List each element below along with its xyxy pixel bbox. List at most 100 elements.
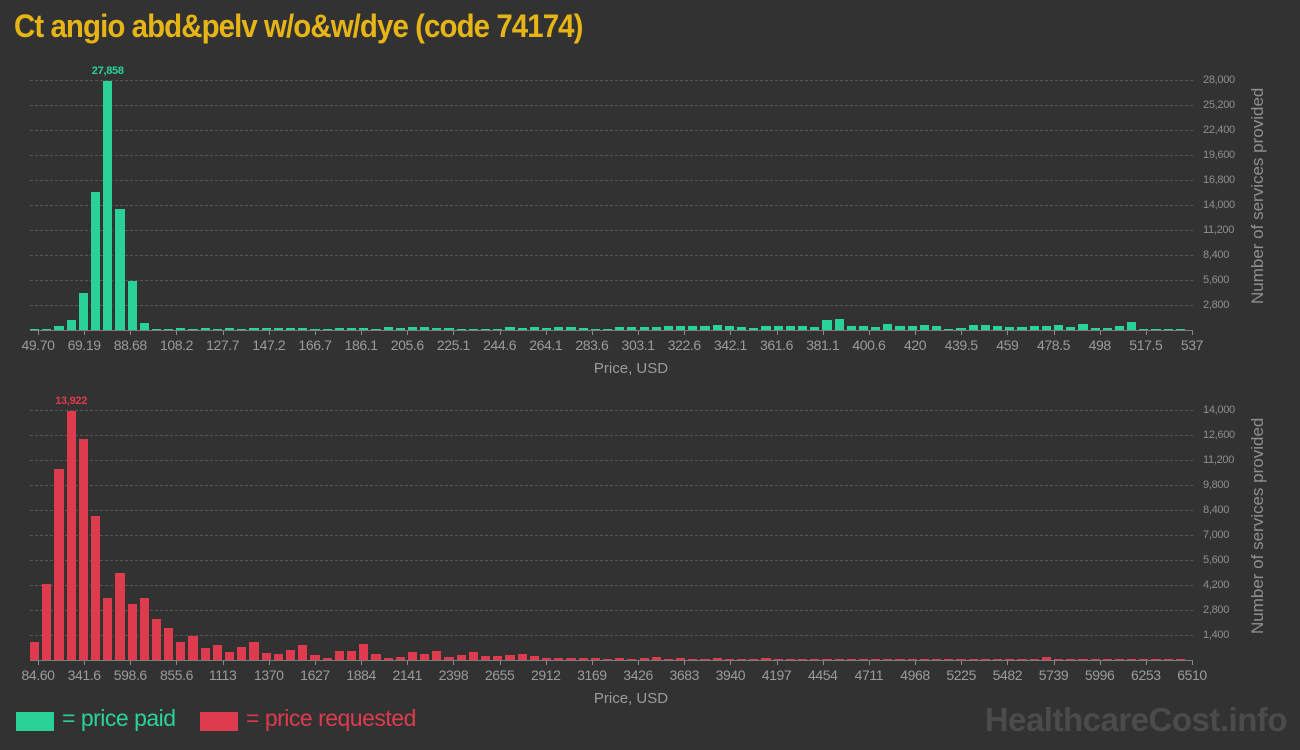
x-tick bbox=[915, 661, 917, 665]
x-tick-label: 478.5 bbox=[1036, 337, 1071, 353]
x-tick bbox=[915, 331, 917, 335]
x-tick-label: 6510 bbox=[1177, 667, 1207, 683]
histogram-bar bbox=[590, 328, 600, 330]
gridline bbox=[30, 560, 1193, 561]
histogram-bar bbox=[444, 656, 454, 660]
x-tick-label: 127.7 bbox=[206, 337, 240, 353]
histogram-bar bbox=[944, 328, 954, 330]
histogram-bar bbox=[139, 322, 149, 330]
histogram-bar bbox=[66, 411, 76, 660]
x-tick-label: 342.1 bbox=[713, 337, 747, 353]
x-tick-label: 3940 bbox=[715, 667, 746, 683]
gridline bbox=[30, 180, 1193, 181]
histogram-bar bbox=[322, 328, 332, 330]
histogram-bar bbox=[383, 658, 393, 660]
x-tick bbox=[453, 661, 455, 665]
histogram-bar bbox=[103, 598, 113, 660]
x-tick bbox=[499, 661, 501, 665]
x-tick-label: 517.5 bbox=[1129, 337, 1163, 353]
histogram-bar bbox=[712, 325, 722, 330]
histogram-bar bbox=[505, 655, 515, 660]
y-tick-label: 11,200 bbox=[1203, 454, 1235, 466]
histogram-bar bbox=[273, 327, 283, 330]
histogram-bar bbox=[1041, 657, 1051, 660]
peak-value-label: 27,858 bbox=[91, 65, 124, 78]
histogram-bar bbox=[1090, 658, 1100, 660]
histogram-bar bbox=[78, 439, 88, 660]
x-tick bbox=[268, 331, 270, 335]
histogram-bar bbox=[529, 327, 539, 330]
histogram-bar bbox=[237, 328, 247, 330]
x-tick bbox=[84, 331, 86, 335]
x-tick-label: 498 bbox=[1088, 337, 1112, 353]
histogram-bar bbox=[883, 658, 893, 660]
x-tick bbox=[1007, 661, 1009, 665]
histogram-bar bbox=[54, 468, 64, 660]
histogram-bar bbox=[164, 627, 174, 660]
histogram-bar bbox=[493, 655, 503, 660]
histogram-bar bbox=[1151, 328, 1161, 330]
x-tick bbox=[38, 331, 39, 335]
gridline bbox=[30, 535, 1193, 536]
y-tick-label: 2,800 bbox=[1203, 604, 1230, 616]
x-tick bbox=[1053, 331, 1055, 335]
x-axis-title: Price, USD bbox=[593, 360, 669, 377]
x-tick-label: 186.1 bbox=[344, 337, 378, 353]
gridline bbox=[30, 510, 1193, 511]
histogram-bar bbox=[1139, 328, 1149, 330]
x-tick bbox=[1145, 331, 1147, 335]
histogram-bar bbox=[66, 320, 76, 330]
x-tick bbox=[638, 331, 640, 335]
histogram-bar bbox=[395, 327, 405, 330]
y-tick-label: 14,000 bbox=[1203, 199, 1235, 211]
x-tick-label: 341.6 bbox=[67, 667, 101, 683]
x-tick-label: 5482 bbox=[992, 667, 1023, 683]
gridline bbox=[30, 255, 1193, 256]
histogram-bar bbox=[858, 658, 869, 660]
y-tick-label: 5,600 bbox=[1203, 554, 1230, 566]
histogram-bar bbox=[700, 325, 710, 330]
x-tick-label: 420 bbox=[903, 337, 927, 353]
histogram-bar bbox=[797, 325, 808, 330]
histogram-bar bbox=[249, 327, 259, 330]
histogram-bar bbox=[103, 81, 113, 330]
gridline bbox=[30, 230, 1193, 231]
page-title: Ct angio abd&pelv w/o&w/dye (code 74174) bbox=[14, 8, 583, 44]
histogram-bar bbox=[151, 619, 162, 660]
x-tick bbox=[407, 331, 409, 335]
x-tick-label: 2655 bbox=[484, 667, 515, 683]
histogram-bar bbox=[1163, 658, 1173, 660]
x-tick-label: 108.2 bbox=[159, 337, 193, 353]
histogram-bar bbox=[359, 328, 369, 330]
x-tick-label: 2398 bbox=[438, 667, 469, 683]
histogram-bar bbox=[883, 324, 893, 330]
histogram-bar bbox=[907, 325, 917, 330]
histogram-bar bbox=[871, 327, 881, 330]
histogram-bar bbox=[346, 327, 357, 330]
histogram-bar bbox=[1029, 325, 1039, 330]
histogram-bar bbox=[1005, 326, 1015, 330]
peak-value-label: 13,922 bbox=[55, 395, 88, 408]
y-axis-title: Number of services provided bbox=[1248, 87, 1267, 305]
y-tick-label: 9,800 bbox=[1203, 479, 1230, 491]
x-tick bbox=[176, 331, 178, 335]
x-tick-label: 88.68 bbox=[113, 337, 147, 353]
histogram-bar bbox=[968, 325, 978, 330]
x-tick-label: 264.1 bbox=[529, 337, 563, 353]
x-tick-label: 2141 bbox=[392, 667, 423, 683]
x-tick bbox=[591, 331, 593, 335]
histogram-bar bbox=[432, 650, 442, 660]
legend-swatch-requested bbox=[200, 712, 238, 731]
gridline bbox=[30, 460, 1193, 461]
histogram-bar bbox=[663, 658, 674, 660]
histogram-bar bbox=[968, 658, 978, 660]
x-tick bbox=[1099, 661, 1101, 665]
x-tick-label: 459 bbox=[996, 337, 1019, 353]
histogram-bar bbox=[249, 641, 259, 660]
x-tick-label: 598.6 bbox=[113, 667, 147, 683]
x-tick-label: 4197 bbox=[761, 667, 792, 683]
histogram-bar bbox=[1053, 658, 1064, 660]
histogram-bar bbox=[505, 326, 515, 330]
histogram-bar bbox=[749, 658, 759, 660]
x-tick bbox=[314, 661, 316, 665]
